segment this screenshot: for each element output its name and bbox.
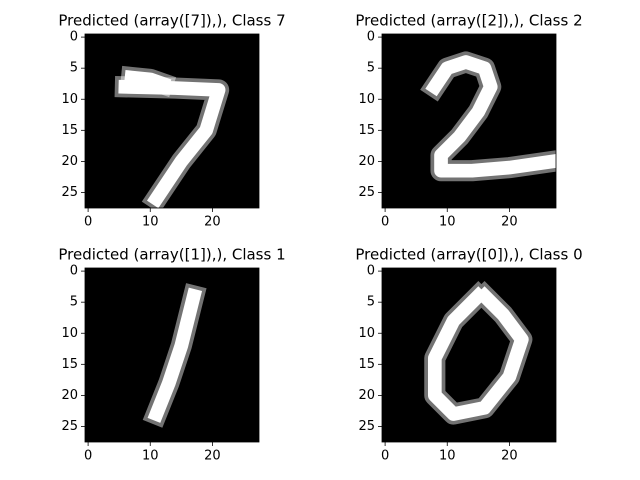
y-tick-label: 15 <box>358 123 375 138</box>
x-tick-label: 0 <box>84 449 92 464</box>
y-tick-label: 5 <box>70 295 78 310</box>
x-tick-label: 10 <box>142 449 159 464</box>
y-tick-label: 0 <box>367 264 375 279</box>
digit-stroke <box>118 79 226 208</box>
x-tick-label: 10 <box>142 215 159 230</box>
y-tick-label: 5 <box>367 61 375 76</box>
y-tick-label: 20 <box>61 154 78 169</box>
y-tick-label: 15 <box>61 123 78 138</box>
y-tick-label: 25 <box>358 185 375 200</box>
x-tick-label: 20 <box>204 215 221 230</box>
x-tick-label: 0 <box>381 449 389 464</box>
y-tick-label: 15 <box>358 357 375 372</box>
y-tick-label: 25 <box>61 419 78 434</box>
x-tick-label: 20 <box>501 215 518 230</box>
image <box>142 283 207 428</box>
image <box>424 281 533 425</box>
x-tick-label: 0 <box>84 215 92 230</box>
y-tick-label: 0 <box>70 30 78 45</box>
y-tick-label: 20 <box>61 388 78 403</box>
digit-stroke <box>147 287 203 423</box>
image <box>114 65 230 208</box>
y-tick-label: 10 <box>358 92 375 107</box>
subplot-title: Predicted (array([7]),), Class 7 <box>58 12 285 30</box>
subplot-title: Predicted (array([1]),), Class 1 <box>58 246 285 264</box>
y-tick-label: 5 <box>367 295 375 310</box>
y-tick-label: 5 <box>70 61 78 76</box>
y-tick-label: 10 <box>61 92 78 107</box>
subplot-title: Predicted (array([0]),), Class 0 <box>355 246 582 264</box>
y-tick-label: 0 <box>367 30 375 45</box>
y-tick-label: 25 <box>61 185 78 200</box>
axes-frame <box>381 33 557 209</box>
x-tick-label: 0 <box>381 215 389 230</box>
y-tick-label: 10 <box>61 326 78 341</box>
y-tick-label: 25 <box>358 419 375 434</box>
axes-frame <box>381 267 557 443</box>
y-tick-label: 10 <box>358 326 375 341</box>
x-tick-label: 10 <box>439 215 456 230</box>
digit-stroke <box>425 55 556 178</box>
digit-stroke <box>427 286 529 421</box>
x-tick-label: 10 <box>439 449 456 464</box>
image <box>420 51 556 182</box>
y-tick-label: 0 <box>70 264 78 279</box>
axes-frame <box>84 33 260 209</box>
x-tick-label: 20 <box>204 449 221 464</box>
x-tick-label: 20 <box>501 449 518 464</box>
subplot-title: Predicted (array([2]),), Class 2 <box>355 12 582 30</box>
y-tick-label: 20 <box>358 154 375 169</box>
y-tick-label: 15 <box>61 357 78 372</box>
axes-frame <box>84 267 260 443</box>
y-tick-label: 20 <box>358 388 375 403</box>
